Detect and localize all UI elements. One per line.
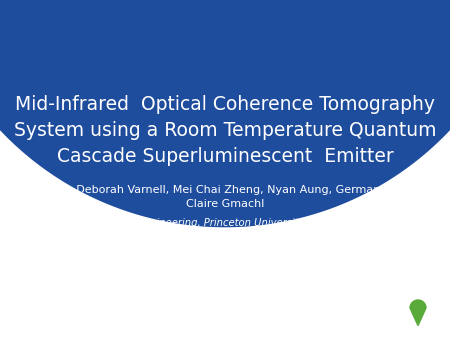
Text: System using a Room Temperature Quantum: System using a Room Temperature Quantum <box>14 121 436 140</box>
Polygon shape <box>0 0 450 228</box>
Text: Mid-Infrared  Optical Coherence Tomography: Mid-Infrared Optical Coherence Tomograph… <box>15 95 435 114</box>
Text: Department of Electrical Engineering, Princeton University, Princeton, NJ, 08644: Department of Electrical Engineering, Pr… <box>12 218 438 228</box>
Text: Claire Gmachl: Claire Gmachl <box>186 199 264 209</box>
Polygon shape <box>0 218 450 338</box>
Polygon shape <box>410 300 426 325</box>
Text: Ahmed Musse, Deborah Varnell, Mei Chai Zheng, Nyan Aung, Germano Penello, and: Ahmed Musse, Deborah Varnell, Mei Chai Z… <box>0 185 450 195</box>
Text: Cascade Superluminescent  Emitter: Cascade Superluminescent Emitter <box>57 146 393 166</box>
